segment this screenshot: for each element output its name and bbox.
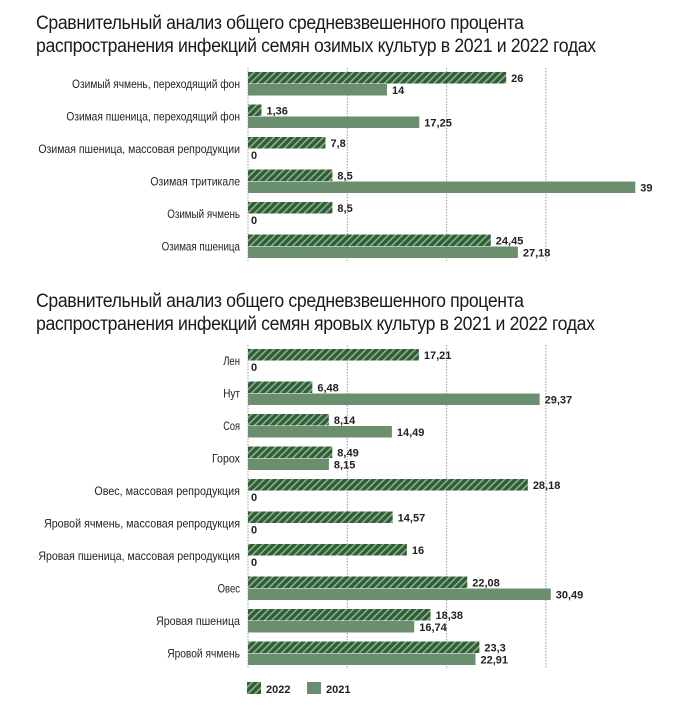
bar-2022 xyxy=(248,576,468,588)
category-label: Горох xyxy=(212,452,240,466)
data-label-2022: 24,45 xyxy=(496,236,524,248)
category-label: Озимый ячмень xyxy=(167,207,240,221)
data-label-2022: 8,14 xyxy=(334,415,356,427)
data-label-2021: 39 xyxy=(640,183,652,195)
data-label-2022: 18,38 xyxy=(436,610,464,622)
bar-2021 xyxy=(248,84,388,96)
bar-2021 xyxy=(248,393,540,405)
category-label: Озимая пшеница xyxy=(162,240,241,254)
data-label-2021: 8,15 xyxy=(334,460,355,472)
bar-2022 xyxy=(248,609,431,621)
bar-2021 xyxy=(248,181,636,193)
chart-title-spring: Сравнительный анализ общего средневзвеше… xyxy=(36,291,595,335)
category-label: Нут xyxy=(223,387,240,401)
data-label-2021: 0 xyxy=(251,557,257,569)
bar-2021 xyxy=(248,588,551,600)
bar-2022 xyxy=(248,641,480,653)
bar-2021 xyxy=(248,458,329,470)
data-label-2022: 7,8 xyxy=(330,138,345,150)
bar-2021 xyxy=(248,246,518,258)
data-label-2022: 23,3 xyxy=(484,643,505,655)
bar-2021 xyxy=(248,621,415,633)
data-label-2021: 0 xyxy=(251,362,257,374)
legend-swatch-2021 xyxy=(307,682,321,694)
bar-2022 xyxy=(248,349,419,361)
category-label: Лен xyxy=(223,354,240,368)
bar-2022 xyxy=(248,511,393,523)
bar-2022 xyxy=(248,202,333,214)
data-label-2022: 26 xyxy=(511,73,523,85)
category-label: Яровой ячмень xyxy=(167,647,240,661)
category-label: Яровой ячмень, массовая репродукция xyxy=(44,517,240,531)
bar-2022 xyxy=(248,479,528,491)
category-label: Яровая пшеница, массовая репродукция xyxy=(38,549,240,563)
bar-2022 xyxy=(248,414,329,426)
data-label-2022: 8,5 xyxy=(337,171,352,183)
bar-2021 xyxy=(248,426,392,438)
data-label-2021: 14 xyxy=(392,85,405,97)
category-label: Озимая тритикале xyxy=(150,175,240,189)
data-label-2021: 30,49 xyxy=(556,590,584,602)
data-label-2022: 8,5 xyxy=(337,203,352,215)
data-label-2022: 14,57 xyxy=(398,513,426,525)
data-label-2021: 0 xyxy=(251,215,257,227)
bar-2022 xyxy=(248,169,333,181)
category-label: Овес xyxy=(218,582,240,596)
category-label: Овес, массовая репродукция xyxy=(94,484,240,498)
legend-label-2022: 2022 xyxy=(266,684,290,696)
bar-2022 xyxy=(248,137,326,149)
bar-2022 xyxy=(248,104,262,116)
category-label: Озимый ячмень, переходящий фон xyxy=(72,77,240,91)
data-label-2022: 8,49 xyxy=(337,448,358,460)
bar-2021 xyxy=(248,653,476,665)
category-label: Озимая пшеница, массовая репродукции xyxy=(38,142,240,156)
category-label: Яровая пшеница xyxy=(156,614,240,628)
bar-2022 xyxy=(248,72,507,84)
data-label-2021: 0 xyxy=(251,492,257,504)
data-label-2021: 29,37 xyxy=(545,395,573,407)
data-label-2022: 17,21 xyxy=(424,350,452,362)
data-label-2022: 1,36 xyxy=(267,106,288,118)
bar-2021 xyxy=(248,116,420,128)
data-label-2022: 22,08 xyxy=(472,578,500,590)
data-label-2021: 27,18 xyxy=(523,248,551,260)
bar-2022 xyxy=(248,544,407,556)
legend-label-2021: 2021 xyxy=(326,684,350,696)
data-label-2021: 16,74 xyxy=(419,622,447,634)
data-label-2021: 14,49 xyxy=(397,427,425,439)
data-label-2021: 17,25 xyxy=(424,118,452,130)
bar-2022 xyxy=(248,381,313,393)
legend-swatch-2022 xyxy=(247,682,261,694)
bar-2022 xyxy=(248,446,333,458)
data-label-2022: 28,18 xyxy=(533,480,561,492)
data-label-2021: 0 xyxy=(251,150,257,162)
chart-title-winter: Сравнительный анализ общего средневзвеше… xyxy=(36,13,596,57)
data-label-2022: 6,48 xyxy=(317,383,338,395)
data-label-2022: 16 xyxy=(412,545,424,557)
bar-2022 xyxy=(248,234,491,246)
data-label-2021: 22,91 xyxy=(480,655,508,667)
category-label: Озимая пшеница, переходящий фон xyxy=(66,110,240,124)
data-label-2021: 0 xyxy=(251,525,257,537)
category-label: Соя xyxy=(223,419,240,433)
